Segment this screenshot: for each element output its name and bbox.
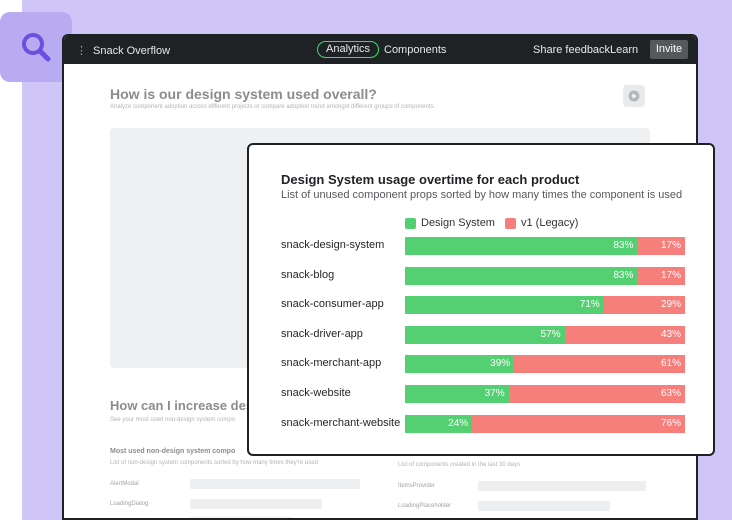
play-icon	[628, 90, 640, 102]
legend-item-design-system[interactable]: Design System	[405, 217, 495, 229]
design-system-segment[interactable]: 24%	[405, 414, 473, 433]
data-label: 76%	[660, 417, 681, 429]
section-subtitle-2: See your most used non-design system com…	[110, 417, 236, 423]
tab-analytics[interactable]: Analytics	[317, 41, 380, 58]
usage-chart-card: Design System usage overtime for each pr…	[247, 143, 715, 456]
list-item[interactable]: AlertModal	[110, 481, 139, 487]
data-label: 43%	[660, 328, 681, 340]
search-tile[interactable]	[0, 12, 72, 82]
chart-subtitle: List of unused component props sorted by…	[281, 189, 683, 201]
legacy-segment[interactable]: 29%	[603, 296, 685, 315]
stacked-bar[interactable]: 24% 76%	[405, 414, 685, 433]
category-label: snack-website	[281, 387, 351, 399]
data-label: 29%	[660, 299, 681, 311]
most-used-subtitle: List of non-design system components sor…	[110, 460, 318, 466]
data-label: 17%	[660, 269, 681, 281]
category-label: snack-consumer-app	[281, 298, 384, 311]
section-title: How is our design system used overall?	[110, 86, 377, 102]
list-item-bar	[478, 481, 646, 491]
design-system-segment[interactable]: 83%	[405, 266, 638, 285]
brand[interactable]: ⋮ Snack Overflow	[76, 44, 171, 58]
category-label: snack-driver-app	[281, 327, 363, 340]
list-item[interactable]: ItemsProvider	[398, 483, 436, 489]
stacked-bar[interactable]: 37% 63%	[405, 385, 685, 403]
list-item[interactable]: LoadingDialog	[110, 501, 149, 507]
share-feedback-link[interactable]: Share feedback	[533, 44, 611, 56]
stacked-bar[interactable]: 83% 17%	[405, 266, 685, 285]
data-label: 71%	[579, 299, 600, 311]
data-label: 61%	[660, 358, 681, 370]
legacy-segment[interactable]: 61%	[514, 355, 685, 374]
data-label: 37%	[484, 388, 505, 399]
chart-title: Design System usage overtime for each pr…	[281, 172, 580, 187]
data-label: 57%	[540, 328, 561, 340]
legacy-segment[interactable]: 63%	[508, 385, 685, 403]
legacy-segment[interactable]: 17%	[637, 266, 685, 285]
legend-label: v1 (Legacy)	[520, 217, 579, 229]
legend-swatch	[504, 217, 516, 229]
data-label: 24%	[448, 417, 469, 429]
list-item-bar	[190, 499, 322, 509]
data-label: 39%	[490, 358, 511, 370]
legacy-segment[interactable]: 43%	[564, 325, 685, 344]
recent-components-subtitle: List of components created in the last 3…	[398, 462, 521, 468]
stacked-bar[interactable]: 39% 61%	[405, 355, 685, 374]
category-label: snack-design-system	[281, 239, 385, 251]
legend-item-legacy[interactable]: v1 (Legacy)	[504, 217, 579, 229]
legend-label: Design System	[421, 217, 495, 229]
section-subtitle: Analyze component adoption across differ…	[110, 104, 436, 110]
tab-components[interactable]: Components	[384, 44, 447, 56]
invite-button[interactable]: Invite	[650, 40, 688, 59]
stacked-bar[interactable]: 83% 17%	[405, 237, 685, 255]
list-item-bar	[190, 479, 360, 489]
data-label: 83%	[613, 240, 634, 251]
list-item-bar	[190, 517, 292, 518]
data-label: 17%	[660, 240, 681, 251]
design-system-segment[interactable]: 83%	[405, 237, 638, 255]
design-system-segment[interactable]: 71%	[405, 296, 604, 315]
data-label: 83%	[613, 269, 634, 281]
stacked-bar[interactable]: 57% 43%	[405, 325, 685, 344]
section-title-2: How can I increase desig	[110, 398, 265, 413]
chart-legend: Design System v1 (Legacy)	[405, 217, 578, 229]
design-system-segment[interactable]: 37%	[405, 385, 509, 403]
legacy-segment[interactable]: 76%	[472, 414, 685, 433]
design-system-segment[interactable]: 57%	[405, 325, 565, 344]
stacked-bar[interactable]: 71% 29%	[405, 296, 685, 315]
category-label: snack-merchant-website	[281, 416, 401, 429]
design-system-segment[interactable]: 39%	[405, 355, 515, 374]
list-item[interactable]: LoadingPlaceholder	[398, 503, 452, 509]
search-icon	[22, 33, 51, 62]
legacy-segment[interactable]: 17%	[637, 237, 685, 255]
play-button[interactable]	[623, 85, 645, 107]
legend-swatch	[405, 217, 416, 229]
list-item-bar	[478, 501, 610, 511]
category-label: snack-merchant-app	[281, 357, 382, 370]
data-label: 63%	[660, 388, 681, 399]
top-navigation-bar: ⋮ Snack Overflow Analytics Components Sh…	[64, 36, 696, 64]
most-used-title: Most used non-design system compo	[110, 448, 236, 455]
menu-dots-icon[interactable]: ⋮	[76, 45, 87, 57]
app-name: Snack Overflow	[93, 44, 171, 57]
learn-link[interactable]: Learn	[610, 44, 639, 56]
category-label: snack-blog	[281, 268, 335, 281]
